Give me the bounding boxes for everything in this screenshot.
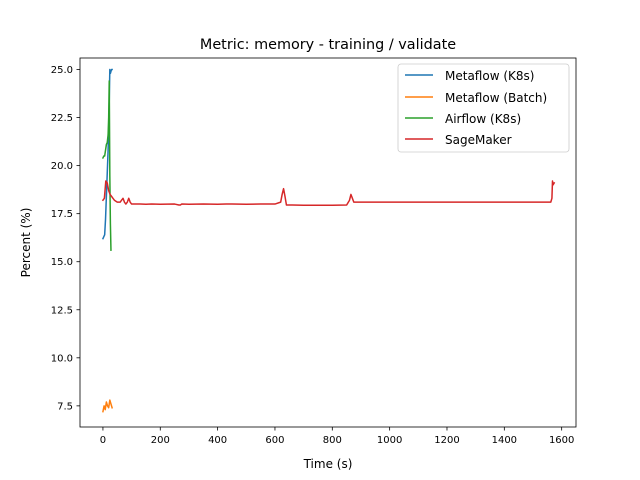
series-line-sagemaker [101,180,556,206]
legend-label-metaflow-batch: Metaflow (Batch) [445,91,547,105]
legend-label-sagemaker: SageMaker [445,133,512,147]
series-line-metaflow-batch [102,399,114,413]
x-tick-label: 1200 [434,435,459,446]
axis-ticks: 0 200 400 600 800 1000 1200 1400 1600 7.5 10.0 12.5… [51,65,575,446]
x-tick-label: 200 [151,435,170,446]
legend-entry-airflow-k8s: Airflow (K8s) [405,112,521,126]
x-tick-label: 1000 [377,435,402,446]
y-axis-label: Percent (%) [19,208,33,278]
legend: Metaflow (K8s) Metaflow (Batch) Airflow … [397,63,570,153]
plot-frame [79,57,577,428]
x-tick-label: 400 [208,435,227,446]
x-tick-label: 600 [265,435,284,446]
y-tick-label: 17.5 [51,209,73,220]
chart-title: Metric: memory - training / validate [200,37,456,53]
x-tick-label: 1600 [549,435,574,446]
y-tick-label: 25.0 [51,65,73,76]
y-tick-label: 7.5 [57,401,73,412]
y-tick-label: 15.0 [51,257,73,268]
x-tick-label: 0 [100,435,106,446]
series-line-airflow-k8s [101,80,112,251]
x-tick-label: 1400 [492,435,517,446]
series-line-metaflow-k8s [101,68,113,240]
x-axis-label: Time (s) [303,457,353,471]
legend-entry-metaflow-batch: Metaflow (Batch) [405,91,547,105]
legend-label-metaflow-k8s: Metaflow (K8s) [445,69,534,83]
legend-label-airflow-k8s: Airflow (K8s) [445,112,521,126]
legend-box [397,63,570,153]
legend-entry-metaflow-k8s: Metaflow (K8s) [405,69,534,83]
y-tick-label: 22.5 [51,113,73,124]
legend-entry-sagemaker: SageMaker [405,133,512,147]
y-tick-label: 20.0 [51,161,73,172]
x-tick-label: 800 [323,435,342,446]
plot-area [101,68,556,413]
y-tick-label: 10.0 [51,353,73,364]
y-tick-label: 12.5 [51,305,73,316]
